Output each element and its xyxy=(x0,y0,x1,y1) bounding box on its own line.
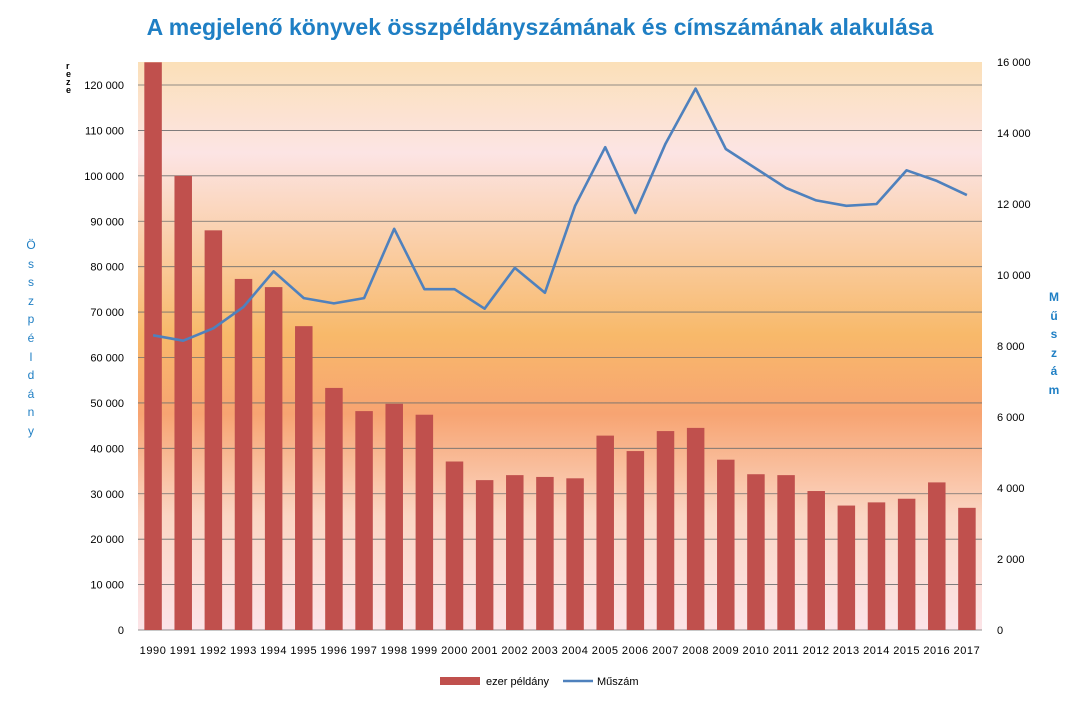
x-tick-label: 2006 xyxy=(622,645,649,657)
bar xyxy=(536,476,554,630)
y-right-tick-label: 16 000 xyxy=(997,57,1031,69)
y-left-tick-label: 0 xyxy=(118,625,124,637)
bar xyxy=(475,480,494,630)
x-tick-label: 2008 xyxy=(682,645,709,657)
bar xyxy=(626,451,645,630)
line-series xyxy=(152,87,968,343)
legend-label: ezer példány xyxy=(486,676,549,688)
y-left-tick-label: 20 000 xyxy=(90,534,124,546)
bar xyxy=(144,62,162,630)
x-tick-label: 2009 xyxy=(712,645,739,657)
y-right-tick-label: 4 000 xyxy=(997,483,1025,495)
bar xyxy=(295,326,313,630)
x-tick-label: 1995 xyxy=(290,645,317,657)
y-right-tick-label: 8 000 xyxy=(997,341,1025,353)
y-left-tick-label: 60 000 xyxy=(90,353,124,365)
y-left-tick-label: 50 000 xyxy=(90,398,124,410)
bar xyxy=(867,502,886,630)
x-tick-label: 1997 xyxy=(351,645,378,657)
bar xyxy=(325,387,343,630)
bar xyxy=(234,278,253,630)
y-axis-left-ticks: 0 10 000 20 000 30 000 40 000 50 000 60 000 70 … xyxy=(84,80,124,637)
x-axis-ticks: 1990 1991 1992 1993 1994 1995 1996 1997 1998 1999… xyxy=(140,645,980,657)
y-left-tick-label: 10 000 xyxy=(90,580,124,592)
y-left-tick-label: 70 000 xyxy=(90,307,124,319)
x-tick-label: 2016 xyxy=(923,645,950,657)
bar xyxy=(807,491,825,630)
x-tick-label: 2005 xyxy=(592,645,619,657)
y-axis-right-ticks: 0 2 000 4 000 6 000 8 000 10 000 12 000 14 000 1… xyxy=(997,57,1031,637)
bar xyxy=(777,475,795,630)
y-right-tick-label: 14 000 xyxy=(997,128,1031,140)
x-tick-label: 2011 xyxy=(773,645,799,657)
x-tick-label: 2012 xyxy=(803,645,830,657)
y-left-tick-label: 30 000 xyxy=(90,489,124,501)
chart-title: A megjelenő könyvek összpéldányszámának … xyxy=(146,14,934,40)
bar xyxy=(596,435,614,630)
bar xyxy=(837,505,856,630)
bar xyxy=(264,287,283,630)
y-right-tick-label: 2 000 xyxy=(997,554,1025,566)
x-tick-label: 2014 xyxy=(863,645,890,657)
line-series-path xyxy=(152,87,968,343)
y-right-tick-label: 6 000 xyxy=(997,412,1025,424)
y-left-tick-label: 100 000 xyxy=(84,171,124,183)
bar-series xyxy=(144,62,976,631)
x-tick-label: 2013 xyxy=(833,645,860,657)
x-tick-label: 2017 xyxy=(953,645,980,657)
x-tick-label: 1998 xyxy=(381,645,408,657)
legend: ezer példány Műszám xyxy=(440,676,639,688)
y-axis-left-label: Ö s s z p é l d á n y xyxy=(26,238,36,438)
x-tick-label: 1990 xyxy=(140,645,167,657)
y-left-tick-label: 40 000 xyxy=(90,443,124,455)
x-tick-label: 1994 xyxy=(260,645,287,657)
bar xyxy=(445,461,464,630)
y-left-tick-label: 80 000 xyxy=(90,262,124,274)
bar xyxy=(717,459,735,630)
x-tick-label: 2015 xyxy=(893,645,920,657)
x-tick-label: 1992 xyxy=(200,645,227,657)
y-right-tick-label: 10 000 xyxy=(997,270,1031,282)
x-tick-label: 2000 xyxy=(441,645,468,657)
bar xyxy=(897,498,916,630)
bar xyxy=(566,478,584,630)
bar xyxy=(928,482,946,630)
y-axis-right-label: M ű s z á m xyxy=(1048,290,1060,397)
x-tick-label: 1996 xyxy=(320,645,347,657)
bar xyxy=(958,507,976,630)
bar xyxy=(415,414,434,630)
bar xyxy=(506,475,524,630)
x-tick-label: 2004 xyxy=(562,645,589,657)
y-left-tick-label: 110 000 xyxy=(85,125,124,137)
x-tick-label: 2003 xyxy=(531,645,558,657)
x-tick-label: 1993 xyxy=(230,645,257,657)
bar xyxy=(174,175,192,631)
legend-swatch-bar xyxy=(440,677,480,685)
x-tick-label: 2002 xyxy=(501,645,528,657)
y-right-tick-label: 0 xyxy=(997,625,1003,637)
y-left-tick-label: 90 000 xyxy=(90,216,124,228)
x-tick-label: 1991 xyxy=(170,645,197,657)
x-tick-label: 2010 xyxy=(742,645,769,657)
bar xyxy=(686,427,705,630)
x-tick-label: 1999 xyxy=(411,645,438,657)
plot-area-background xyxy=(138,62,982,630)
y-left-tick-label: 120 000 xyxy=(84,80,124,92)
bar xyxy=(385,403,403,630)
bar xyxy=(747,474,765,630)
x-tick-label: 2007 xyxy=(652,645,679,657)
y-right-tick-label: 12 000 xyxy=(997,199,1031,211)
bar xyxy=(656,431,675,630)
x-tick-label: 2001 xyxy=(471,645,498,657)
bar xyxy=(204,230,223,631)
top-left-axis-fragment: r e z e xyxy=(66,61,72,95)
bar xyxy=(355,411,373,630)
legend-label: Műszám xyxy=(597,676,639,688)
